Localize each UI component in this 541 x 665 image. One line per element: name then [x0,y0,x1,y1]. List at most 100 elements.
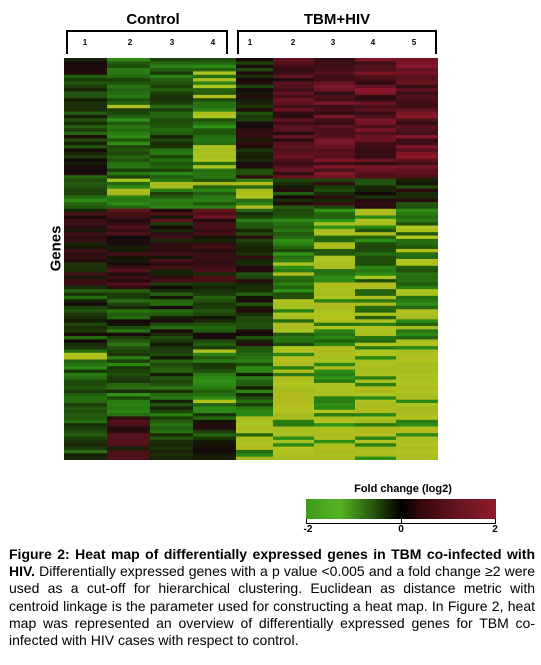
heatmap-cell [150,245,193,250]
heatmap-cell [64,151,107,156]
heatmap-cell [273,114,314,119]
heatmap-cell [64,215,107,220]
heatmap-cell [273,202,314,206]
heatmap-cell [107,248,150,253]
heatmap-cell [107,242,150,246]
heatmap-cell [236,135,273,139]
heatmap-cell [107,326,150,330]
heatmap-cell [107,376,150,380]
heatmap-cell [314,78,355,82]
heatmap-cell [236,232,273,236]
heatmap-cell [64,362,107,367]
heatmap-cell [107,359,150,364]
heatmap-cell [314,319,355,324]
heatmap-cell [355,352,396,357]
heatmap-cell [236,202,273,206]
heatmap-cell [150,58,193,62]
heatmap-cell [355,262,396,267]
sample-label-control-3: 3 [169,38,175,47]
heatmap-cell [236,195,273,200]
heatmap-cell [355,292,396,297]
heatmap-cell [273,312,314,317]
heatmap-cell [107,259,150,263]
heatmap-cell [107,168,150,173]
heatmap-cell [236,419,273,424]
heatmap-cell [150,215,193,220]
heatmap-cell [355,409,396,414]
heatmap-cell [64,413,107,417]
heatmap-cell [236,175,273,179]
heatmap-cell [150,138,193,143]
heatmap-cell [150,262,193,267]
heatmap-cell [273,379,314,384]
heatmap-cell [236,58,273,62]
heatmap-cell [273,399,314,404]
heatmap-cell [273,78,314,82]
heatmap-cell [314,443,355,447]
heatmap-cell [236,446,273,451]
heatmap-cell [273,262,314,267]
heatmap-cell [396,135,438,139]
heatmap-cell [355,168,396,173]
heatmap-cell [236,272,273,277]
heatmap-cell [355,372,396,377]
heatmap-cell [193,382,236,387]
heatmap-cell [64,449,107,454]
heatmap-cell [273,108,314,112]
heatmap-cell [64,118,107,123]
heatmap-cell [150,238,193,243]
heatmap-cell [107,155,150,159]
heatmap-cell [150,178,193,183]
heatmap-cell [107,269,150,273]
heatmap-cell [396,332,438,337]
heatmap-cell [64,98,107,102]
heatmap-cell [107,336,150,340]
heatmap-cell [314,449,355,454]
heatmap-cell [150,403,193,407]
heatmap-cell [396,88,438,92]
heatmap-cell [150,426,193,431]
heatmap-cell [150,208,193,213]
heatmap-cell [193,443,236,447]
heatmap-cell [314,104,355,109]
heatmap-cell [193,305,236,310]
heatmap-cell [64,145,107,149]
heatmap-cell [193,379,236,384]
heatmap-cell [355,195,396,200]
heatmap-cell [64,141,107,146]
heatmap-cell [273,315,314,320]
heatmap-cell [396,145,438,149]
heatmap-cell [355,443,396,447]
heatmap-cell [64,235,107,240]
heatmap-cell [314,336,355,340]
heatmap-cell [396,416,438,421]
heatmap-cell [314,429,355,434]
heatmap-cell [396,158,438,163]
heatmap-cell [396,329,438,334]
heatmap-cell [64,125,107,129]
heatmap-cell [273,165,314,169]
heatmap-cell [64,238,107,243]
heatmap-cell [150,372,193,377]
heatmap-cell [64,369,107,374]
heatmap-cell [396,446,438,451]
heatmap-cell [193,91,236,96]
heatmap-cell [150,429,193,434]
heatmap-cell [314,138,355,143]
heatmap-cell [107,433,150,437]
heatmap-cell [314,352,355,357]
heatmap-cell [193,322,236,327]
heatmap-cell [355,84,396,89]
heatmap-cell [150,326,193,330]
heatmap-cell [107,453,150,458]
heatmap-cell [355,393,396,397]
heatmap-cell [107,419,150,424]
heatmap-cell [314,178,355,183]
heatmap-cell [64,299,107,303]
heatmap-cell [236,312,273,317]
heatmap-cell [150,319,193,324]
heatmap-cell [193,265,236,270]
heatmap-cell [355,171,396,176]
heatmap-cell [236,346,273,350]
heatmap-cell [273,121,314,126]
